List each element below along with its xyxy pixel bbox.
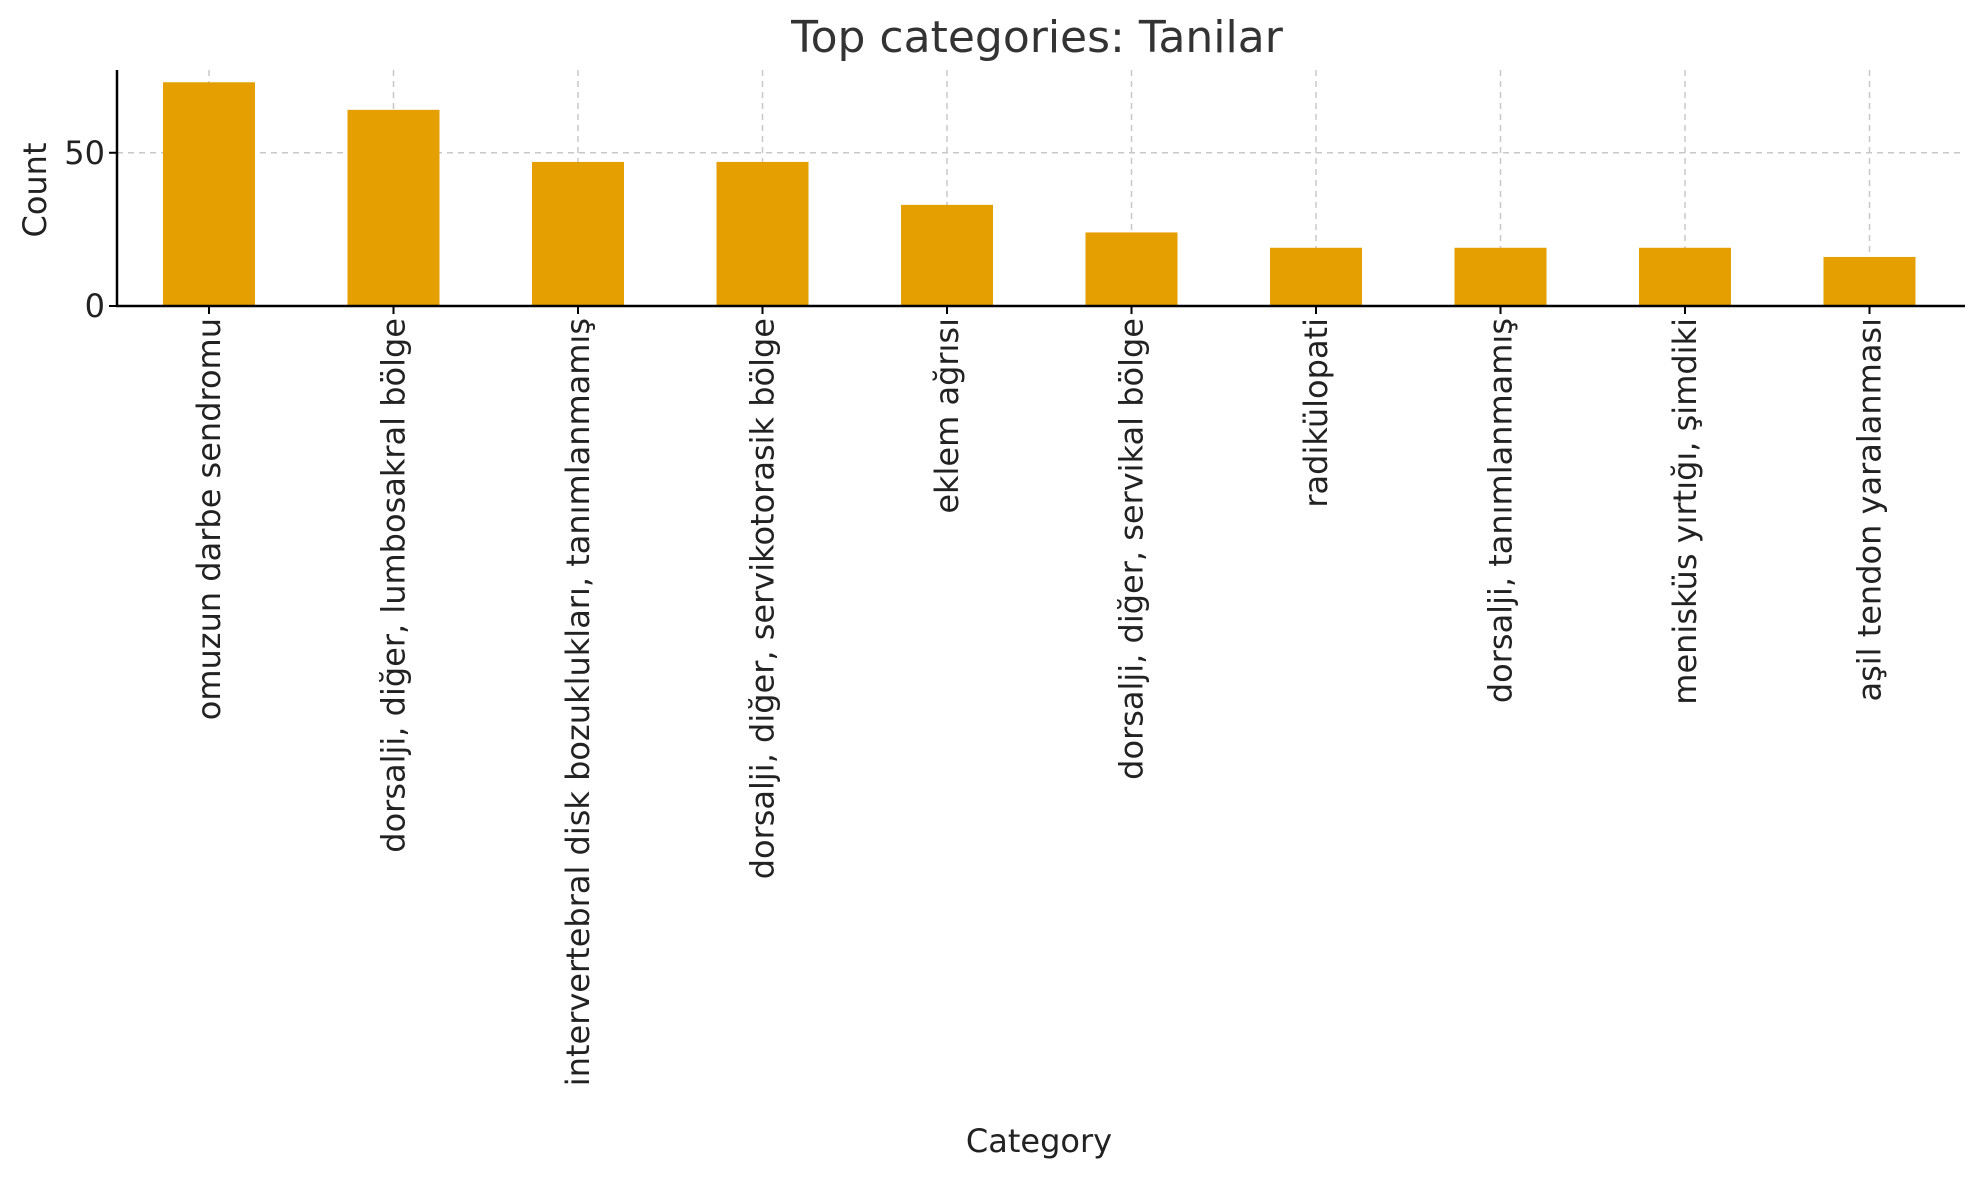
x-tick-label: aşil tendon yaralanması bbox=[1851, 318, 1889, 702]
category-labels: omuzun darbe sendromu dorsalji, diğer, lu… bbox=[190, 318, 1889, 1086]
y-axis-label: Count bbox=[16, 142, 54, 237]
bar bbox=[347, 109, 440, 307]
x-tick-label: intervertebral disk bozuklukları, tanıml… bbox=[559, 318, 597, 1086]
bar bbox=[163, 82, 255, 307]
x-tick-label: radikülopati bbox=[1297, 318, 1335, 508]
x-tick-label: dorsalji, diğer, servikal bölge bbox=[1113, 318, 1151, 780]
x-tick-label: omuzun darbe sendromu bbox=[190, 318, 228, 720]
x-tick-label: menisküs yırtığı, şimdiki bbox=[1666, 318, 1704, 705]
bar bbox=[1085, 232, 1178, 306]
bar bbox=[1454, 247, 1547, 306]
x-tick-label: eklem ağrısı bbox=[928, 318, 966, 514]
bar bbox=[901, 204, 993, 306]
bar bbox=[1270, 247, 1362, 306]
ticks-layer: 0 50 bbox=[64, 134, 1871, 325]
x-tick-label: dorsalji, tanımlanmamış bbox=[1482, 318, 1520, 703]
bar bbox=[716, 161, 809, 306]
bar bbox=[1639, 247, 1731, 306]
bars-layer bbox=[163, 82, 1916, 307]
y-tick-label: 50 bbox=[64, 134, 105, 172]
x-tick-label: dorsalji, diğer, servikotorasik bölge bbox=[744, 318, 782, 879]
x-tick-label: dorsalji, diğer, lumbosakral bölge bbox=[375, 318, 413, 853]
bar bbox=[532, 161, 624, 306]
bar bbox=[1823, 256, 1916, 306]
x-axis-label: Category bbox=[966, 1122, 1112, 1160]
chart-title: Top categories: Tanilar bbox=[790, 12, 1284, 63]
y-tick-label: 0 bbox=[85, 287, 105, 325]
